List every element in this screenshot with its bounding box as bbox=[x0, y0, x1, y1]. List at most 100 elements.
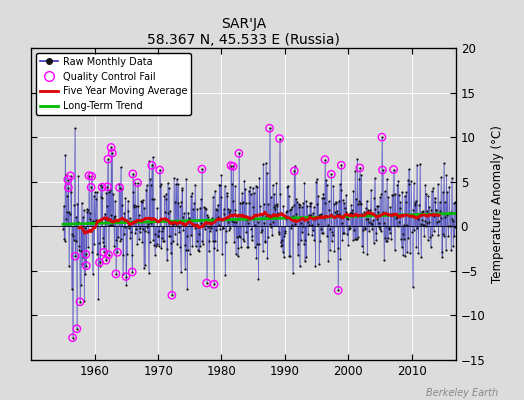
Point bbox=[141, 228, 150, 234]
Point bbox=[300, 240, 308, 247]
Point bbox=[266, 194, 275, 200]
Point bbox=[251, 222, 259, 228]
Point bbox=[388, 192, 396, 198]
Point bbox=[68, 231, 77, 238]
Point bbox=[272, 200, 281, 207]
Point bbox=[82, 262, 91, 269]
Point bbox=[280, 254, 288, 260]
Point bbox=[270, 202, 279, 208]
Point bbox=[237, 244, 245, 251]
Point bbox=[348, 207, 357, 213]
Point bbox=[160, 238, 168, 244]
Point bbox=[82, 251, 90, 258]
Point bbox=[424, 236, 432, 243]
Point bbox=[308, 222, 316, 228]
Point bbox=[114, 219, 123, 225]
Point bbox=[83, 208, 91, 215]
Point bbox=[214, 202, 222, 208]
Point bbox=[216, 182, 224, 188]
Point bbox=[69, 334, 77, 341]
Point bbox=[314, 212, 323, 218]
Point bbox=[372, 236, 380, 243]
Point bbox=[326, 226, 334, 232]
Point bbox=[270, 191, 278, 198]
Point bbox=[210, 244, 218, 251]
Point bbox=[402, 249, 411, 255]
Point bbox=[286, 207, 294, 214]
Point bbox=[355, 176, 364, 182]
Point bbox=[315, 261, 323, 267]
Point bbox=[365, 228, 373, 234]
Point bbox=[394, 178, 402, 184]
Point bbox=[266, 221, 274, 228]
Point bbox=[435, 218, 443, 224]
Point bbox=[281, 230, 290, 236]
Point bbox=[327, 171, 335, 178]
Point bbox=[309, 210, 317, 216]
Point bbox=[414, 250, 422, 256]
Point bbox=[263, 254, 271, 261]
Point bbox=[289, 270, 297, 276]
Point bbox=[67, 173, 75, 179]
Point bbox=[142, 187, 150, 194]
Point bbox=[159, 238, 168, 244]
Point bbox=[91, 218, 100, 225]
Point bbox=[75, 246, 84, 253]
Point bbox=[297, 237, 305, 243]
Point bbox=[324, 198, 333, 204]
Point bbox=[128, 171, 137, 177]
Point bbox=[243, 244, 252, 250]
Point bbox=[117, 236, 125, 242]
Point bbox=[337, 162, 345, 168]
Point bbox=[138, 199, 146, 206]
Point bbox=[139, 226, 148, 232]
Point bbox=[344, 226, 353, 232]
Point bbox=[155, 243, 163, 250]
Point bbox=[451, 224, 459, 230]
Point bbox=[307, 200, 315, 206]
Point bbox=[165, 233, 173, 239]
Point bbox=[139, 197, 147, 203]
Point bbox=[166, 208, 174, 214]
Point bbox=[370, 195, 378, 202]
Point bbox=[362, 205, 370, 212]
Point bbox=[334, 198, 343, 204]
Point bbox=[93, 189, 101, 196]
Point bbox=[242, 229, 250, 235]
Point bbox=[285, 193, 293, 200]
Point bbox=[134, 203, 143, 209]
Point bbox=[135, 236, 143, 242]
Point bbox=[197, 220, 205, 226]
Point bbox=[287, 206, 295, 212]
Point bbox=[293, 241, 302, 247]
Point bbox=[278, 237, 287, 244]
Point bbox=[122, 273, 130, 280]
Point bbox=[272, 179, 280, 186]
Point bbox=[336, 256, 344, 262]
Point bbox=[78, 261, 86, 268]
Point bbox=[320, 195, 328, 202]
Point bbox=[276, 135, 284, 142]
Point bbox=[321, 156, 329, 163]
Point bbox=[361, 226, 369, 232]
Point bbox=[257, 227, 266, 233]
Point bbox=[254, 219, 262, 225]
Point bbox=[126, 235, 134, 241]
Point bbox=[79, 214, 87, 221]
Point bbox=[430, 228, 438, 234]
Point bbox=[381, 234, 389, 241]
Point bbox=[128, 269, 136, 275]
Point bbox=[318, 230, 326, 236]
Point bbox=[170, 199, 179, 206]
Point bbox=[250, 244, 259, 250]
Point bbox=[386, 204, 395, 210]
Point bbox=[120, 210, 128, 216]
Point bbox=[108, 150, 116, 156]
Point bbox=[191, 243, 200, 250]
Point bbox=[64, 176, 72, 183]
Point bbox=[223, 190, 231, 196]
Point bbox=[400, 236, 408, 243]
Point bbox=[172, 176, 181, 182]
Point bbox=[148, 162, 156, 169]
Point bbox=[403, 222, 411, 229]
